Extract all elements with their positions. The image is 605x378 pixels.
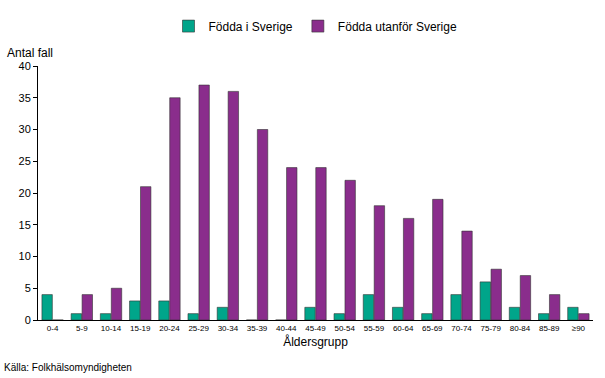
svg-text:5: 5 — [25, 282, 31, 294]
svg-text:10-14: 10-14 — [101, 324, 122, 333]
svg-text:80-84: 80-84 — [510, 324, 531, 333]
svg-text:Födda utanför Sverige: Födda utanför Sverige — [338, 20, 457, 34]
svg-text:0: 0 — [25, 314, 31, 326]
svg-text:70-74: 70-74 — [451, 324, 472, 333]
svg-text:40-44: 40-44 — [276, 324, 297, 333]
svg-text:55-59: 55-59 — [364, 324, 385, 333]
svg-text:65-69: 65-69 — [422, 324, 443, 333]
svg-text:30-34: 30-34 — [218, 324, 239, 333]
svg-text:75-79: 75-79 — [481, 324, 502, 333]
svg-text:30: 30 — [19, 123, 31, 135]
svg-text:15-19: 15-19 — [130, 324, 151, 333]
svg-text:10: 10 — [19, 250, 31, 262]
svg-text:40: 40 — [19, 60, 31, 72]
svg-text:20: 20 — [19, 187, 31, 199]
svg-text:25-29: 25-29 — [188, 324, 209, 333]
svg-text:25: 25 — [19, 155, 31, 167]
svg-text:Antal fall: Antal fall — [7, 46, 53, 60]
svg-text:15: 15 — [19, 219, 31, 231]
svg-text:35-39: 35-39 — [247, 324, 268, 333]
svg-text:Födda i Sverige: Födda i Sverige — [209, 20, 293, 34]
svg-text:Källa: Folkhälsomyndigheten: Källa: Folkhälsomyndigheten — [4, 362, 132, 373]
svg-text:Åldersgrupp: Åldersgrupp — [283, 334, 348, 349]
svg-text:85-89: 85-89 — [539, 324, 560, 333]
svg-text:45-49: 45-49 — [305, 324, 326, 333]
svg-text:20-24: 20-24 — [159, 324, 180, 333]
svg-text:5-9: 5-9 — [76, 324, 88, 333]
svg-text:≥90: ≥90 — [572, 324, 586, 333]
svg-text:35: 35 — [19, 92, 31, 104]
svg-text:0-4: 0-4 — [47, 324, 59, 333]
svg-text:60-64: 60-64 — [393, 324, 414, 333]
svg-text:50-54: 50-54 — [334, 324, 355, 333]
